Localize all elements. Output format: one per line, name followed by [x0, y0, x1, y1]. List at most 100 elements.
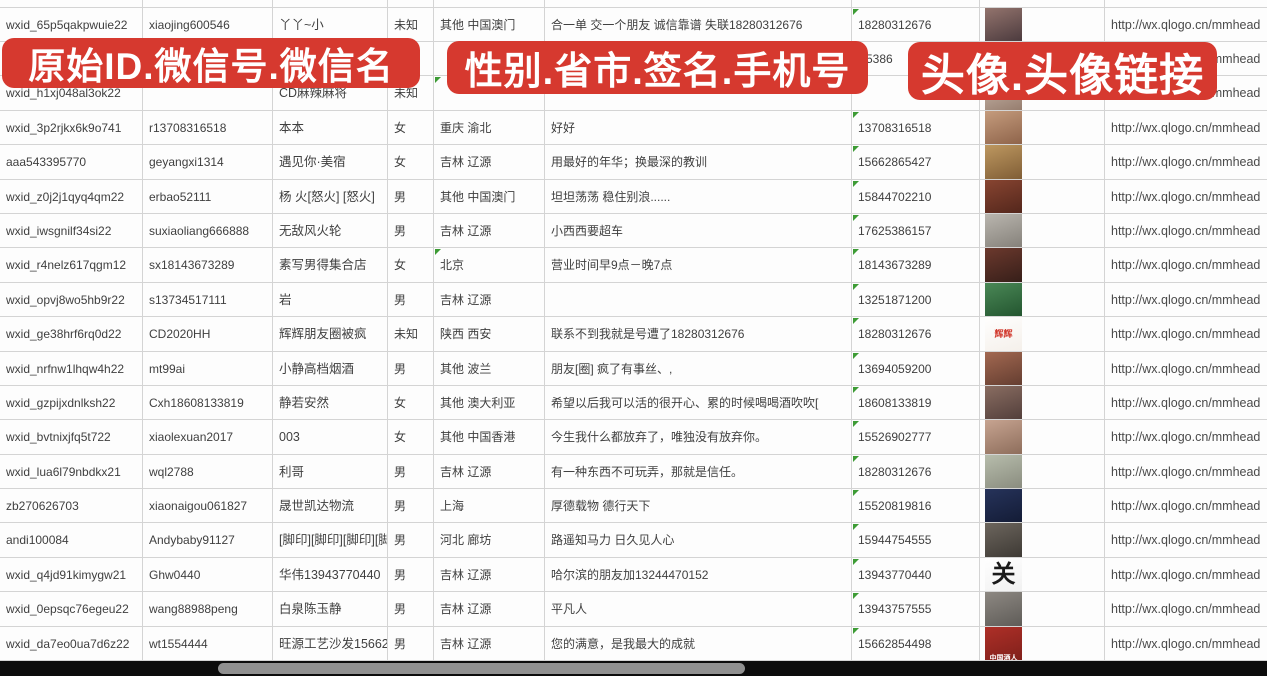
cell-sig[interactable]: 营业时间早9点－晚7点 [545, 248, 852, 283]
cell-avatar[interactable] [980, 385, 1105, 421]
cell-phone[interactable]: 18280312676 [852, 7, 980, 42]
avatar-image[interactable]: 辉辉 [985, 317, 1022, 351]
cell-sig[interactable]: 路遥知马力 日久见人心 [545, 523, 852, 558]
cell-link[interactable]: http://wx.qlogo.cn/mmhead [1105, 352, 1267, 386]
cell-gender[interactable]: 未知 [388, 7, 434, 42]
cell-region[interactable]: 吉林 辽源 [434, 592, 545, 627]
cell-sig[interactable]: 小西西要超车 [545, 213, 852, 249]
cell-wxid[interactable]: wxid_opvj8wo5hb9r22 [0, 282, 143, 318]
cell-link[interactable]: http://wx.qlogo.cn/mmhead [1105, 420, 1267, 455]
cell-avatar[interactable] [980, 523, 1105, 558]
avatar-image[interactable] [985, 110, 1022, 145]
cell-name[interactable]: 岩 [273, 282, 388, 318]
cell-link[interactable]: http://wx.qlogo.cn/mmhead [1105, 455, 1267, 490]
cell-gender[interactable]: 男 [388, 592, 434, 627]
cell-sig[interactable]: 好好 [545, 110, 852, 146]
cell-region[interactable]: 其他 中国澳门 [434, 179, 545, 214]
cell-region[interactable]: 吉林 辽源 [434, 454, 545, 490]
cell-id[interactable]: erbao52111 [143, 179, 273, 214]
cell-gender[interactable]: 男 [388, 282, 434, 318]
cell-wxid[interactable]: wxid_nrfnw1lhqw4h22 [0, 351, 143, 386]
cell-id[interactable]: Cxh18608133819 [143, 385, 273, 421]
cell-sig[interactable]: 坦坦荡荡 稳住别浪...... [545, 179, 852, 214]
cell-id[interactable]: geyangxi1314 [143, 145, 273, 180]
cell-wxid[interactable]: wxid_q4jd91kimygw21 [0, 557, 143, 593]
cell-link[interactable]: http://wx.qlogo.cn/mmhead [1105, 248, 1267, 283]
cell-gender[interactable]: 未知 [388, 317, 434, 352]
cell-name[interactable]: 杨 火[怒火] [怒火] [273, 179, 388, 214]
avatar-image[interactable] [985, 7, 1022, 41]
cell-id[interactable]: CD2020HH [143, 317, 273, 352]
cell-wxid[interactable]: wxid_da7eo0ua7d6z22 [0, 626, 143, 662]
cell-avatar[interactable] [980, 110, 1105, 146]
cell-link[interactable] [1105, 0, 1267, 8]
cell-name[interactable]: 辉辉朋友圈被疯 [273, 317, 388, 352]
cell-region[interactable]: 其他 中国澳门 [434, 7, 545, 42]
cell-region[interactable]: 河北 廊坊 [434, 523, 545, 558]
cell-id[interactable]: wang88988peng [143, 592, 273, 627]
cell-region[interactable]: 吉林 辽源 [434, 557, 545, 593]
cell-name[interactable]: CD麻辣麻将 [273, 76, 388, 111]
cell-name[interactable]: [脚印][脚印][脚印][脚印 [273, 523, 388, 558]
cell-name[interactable]: 小静高档烟酒 [273, 351, 388, 386]
cell-phone[interactable]: 18280312676 [852, 454, 980, 490]
cell-name[interactable]: 本本 [273, 110, 388, 146]
cell-region[interactable]: 吉林 辽源 [434, 145, 545, 180]
cell-name[interactable]: 华伟13943770440 [273, 557, 388, 593]
cell-link[interactable]: http://wx.qlogo.cn/mmhead [1105, 592, 1267, 627]
cell-avatar[interactable]: 辉辉 [980, 317, 1105, 352]
cell-id[interactable] [143, 76, 273, 111]
cell-sig[interactable]: 有一种东西不可玩弄，那就是信任。 [545, 454, 852, 490]
cell-avatar[interactable] [980, 282, 1105, 318]
cell-wxid[interactable]: wxid_65p5qakpwuie22 [0, 7, 143, 42]
cell-phone[interactable]: 15662865427 [852, 145, 980, 180]
cell-sig[interactable]: 合一单 交一个朋友 诚信靠谱 失联18280312676 [545, 7, 852, 42]
cell-region[interactable]: 重庆 渝北 [434, 110, 545, 146]
cell-phone[interactable]: 15526902777 [852, 420, 980, 455]
cell-wxid[interactable]: wxid_iwsgnilf34si22 [0, 213, 143, 249]
avatar-image[interactable] [985, 385, 1022, 420]
avatar-image[interactable] [985, 351, 1022, 385]
cell-id[interactable]: s13734517111 [143, 282, 273, 318]
cell-gender[interactable]: 女 [388, 385, 434, 421]
cell-wxid[interactable] [0, 0, 143, 8]
cell-phone[interactable]: 18280312676 [852, 317, 980, 352]
cell-id[interactable]: mt99ai [143, 351, 273, 386]
cell-link[interactable]: http://wx.qlogo.cn/mmhead [1105, 180, 1267, 214]
cell-id[interactable]: sx18143673289 [143, 248, 273, 283]
cell-sig[interactable]: 今生我什么都放弃了，唯独没有放弃你。 [545, 420, 852, 455]
cell-id[interactable]: xiaojing600546 [143, 7, 273, 42]
cell-region[interactable] [434, 0, 545, 8]
cell-link[interactable]: http://wx.qlogo.cn/mmhead [1105, 386, 1267, 421]
cell-phone[interactable]: 15520819816 [852, 489, 980, 524]
avatar-image[interactable] [985, 213, 1022, 248]
cell-name[interactable]: 静若安然 [273, 385, 388, 421]
cell-wxid[interactable]: wxid_0epsqc76egeu22 [0, 592, 143, 627]
cell-wxid[interactable]: wxid_3p2rjkx6k9o741 [0, 110, 143, 146]
cell-sig[interactable]: 平凡人 [545, 592, 852, 627]
cell-sig[interactable]: 您的满意，是我最大的成就 [545, 626, 852, 662]
cell-region[interactable]: 北京 [434, 248, 545, 283]
cell-avatar[interactable] [980, 0, 1105, 8]
cell-id[interactable]: r13708316518 [143, 110, 273, 146]
cell-avatar[interactable] [980, 592, 1105, 627]
cell-wxid[interactable]: wxid_ge38hrf6rq0d22 [0, 317, 143, 352]
cell-link[interactable]: http://wx.qlogo.cn/mmhead [1105, 8, 1267, 42]
cell-region[interactable]: 其他 澳大利亚 [434, 385, 545, 421]
avatar-image[interactable]: 中国酒人 [985, 626, 1022, 661]
cell-avatar[interactable]: 中国酒人 [980, 626, 1105, 662]
cell-gender[interactable]: 男 [388, 489, 434, 524]
cell-region[interactable]: 吉林 辽源 [434, 626, 545, 662]
cell-link[interactable]: http://wx.qlogo.cn/mmhead [1105, 627, 1267, 662]
cell-name[interactable] [273, 0, 388, 8]
cell-name[interactable]: 利哥 [273, 454, 388, 490]
cell-phone[interactable]: 18608133819 [852, 385, 980, 421]
cell-link[interactable]: http://wx.qlogo.cn/mmhead [1105, 214, 1267, 249]
cell-sig[interactable] [545, 0, 852, 8]
cell-sig[interactable] [545, 282, 852, 318]
cell-region[interactable]: 其他 波兰 [434, 351, 545, 386]
cell-phone[interactable]: 18143673289 [852, 248, 980, 283]
cell-gender[interactable]: 男 [388, 557, 434, 593]
cell-gender[interactable]: 男 [388, 454, 434, 490]
cell-name[interactable]: 遇见你·美宿 [273, 145, 388, 180]
